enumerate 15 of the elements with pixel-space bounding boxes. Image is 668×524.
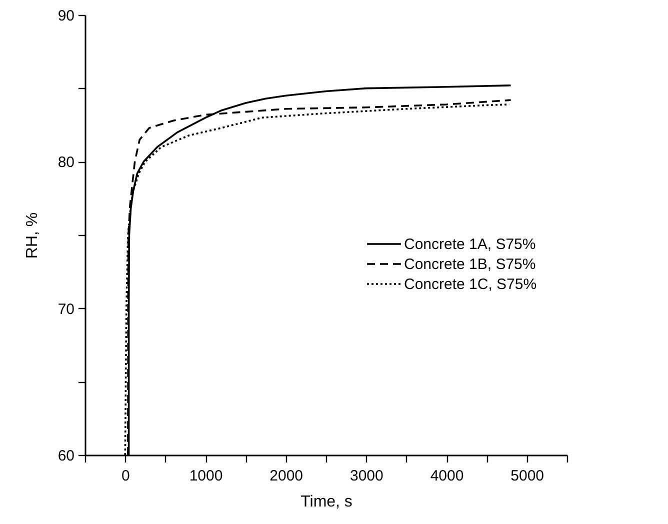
legend-label: Concrete 1B, S75% [404, 256, 536, 273]
y-axis-title: RH, % [24, 212, 41, 259]
y-tick-label: 60 [58, 448, 74, 464]
y-tick-label: 70 [58, 300, 74, 318]
y-tick-label: 80 [58, 154, 74, 172]
x-tick-label: 1000 [189, 468, 223, 484]
legend-label: Concrete 1C, S75% [404, 276, 537, 293]
x-tick-label: 2000 [270, 468, 304, 484]
y-tick-label: 90 [58, 8, 74, 24]
x-tick-label: 0 [121, 468, 130, 484]
x-tick-label: 3000 [350, 468, 384, 484]
legend-label: Concrete 1A, S75% [404, 236, 536, 253]
x-tick-label: 5000 [510, 468, 544, 484]
x-axis-title: Time, s [300, 494, 352, 510]
x-tick-label: 4000 [430, 468, 464, 484]
